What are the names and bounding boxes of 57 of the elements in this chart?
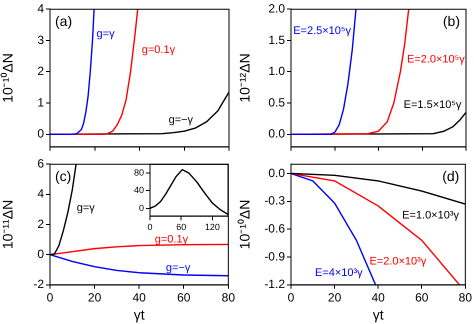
y-axis-title: 10⁻¹¹ΔN — [0, 200, 16, 250]
x-tick-label: 80 — [222, 290, 236, 304]
y-tick-label: -0.9 — [264, 249, 286, 264]
series-label: E=2.0×10³γ — [369, 256, 427, 268]
y-tick-label: 2.0 — [268, 2, 286, 16]
x-tick-label: 0 — [288, 290, 295, 304]
annotation: (a) — [55, 13, 72, 30]
annotation: (b) — [442, 13, 460, 30]
y-tick-label: 40 — [134, 185, 144, 196]
y-axis-title: 10⁻¹⁰ΔN — [236, 200, 252, 250]
y-tick-label: 0 — [138, 202, 144, 213]
annotation: (d) — [442, 168, 460, 184]
y-tick-label: 3 — [37, 32, 44, 47]
y-tick-label: 2 — [37, 64, 44, 78]
y-tick-label: 6 — [37, 156, 44, 171]
x-tick-label: 0 — [46, 290, 54, 304]
annotation: (c) — [55, 168, 72, 184]
x-axis-title: γt — [134, 306, 145, 322]
y-tick-label: -1.2 — [264, 277, 286, 292]
x-tick-label: 60 — [176, 222, 186, 232]
y-tick-label: 1.0 — [268, 64, 286, 78]
series-label: g=γ — [76, 202, 96, 214]
y-axis-title: 10⁻¹⁰ΔN — [0, 53, 16, 103]
y-tick-label: 4 — [37, 2, 44, 16]
x-tick-label: 0 — [147, 222, 153, 232]
y-tick-label: 0 — [37, 246, 44, 261]
x-tick-label: 120 — [204, 222, 220, 232]
series-label: E=4×10³γ — [314, 266, 364, 279]
x-axis-title: γt — [372, 306, 384, 322]
y-tick-label: 80 — [134, 168, 144, 178]
y-tick-label: 2 — [37, 216, 44, 231]
y-axis-title: 10⁻¹²ΔN — [236, 53, 252, 103]
y-tick-label: 1.5 — [268, 32, 286, 47]
series-label: E=2.0×10⁵γ — [406, 53, 466, 66]
x-tick-label: 40 — [371, 290, 386, 304]
series-label: g=−γ — [168, 114, 194, 126]
series-label: E=2.5×10⁵γ — [293, 25, 352, 38]
series-label: g=γ — [96, 28, 116, 40]
y-tick-label: 1 — [37, 95, 44, 110]
y-tick-label: -0.3 — [264, 194, 286, 208]
series-label: E=1.5×10⁵γ — [404, 98, 462, 111]
series-label: g=0.1γ — [142, 44, 176, 56]
series-label: g=−γ — [166, 262, 191, 274]
x-tick-label: 80 — [458, 290, 472, 304]
x-tick-label: 60 — [415, 290, 429, 304]
y-tick-label: 0.0 — [268, 126, 286, 141]
series-label: g=0.1γ — [154, 234, 189, 246]
series-label: E=1.0×10³γ — [402, 209, 460, 222]
y-tick-label: 0.0 — [268, 166, 286, 180]
x-tick-label: 20 — [328, 290, 342, 304]
y-tick-label: 0.5 — [268, 95, 286, 110]
y-tick-label: 0 — [37, 126, 44, 141]
y-tick-label: 4 — [37, 186, 44, 201]
x-tick-label: 20 — [88, 290, 102, 304]
y-tick-label: -2 — [33, 277, 44, 292]
x-tick-label: 60 — [177, 290, 191, 304]
y-tick-label: -0.6 — [264, 221, 286, 236]
